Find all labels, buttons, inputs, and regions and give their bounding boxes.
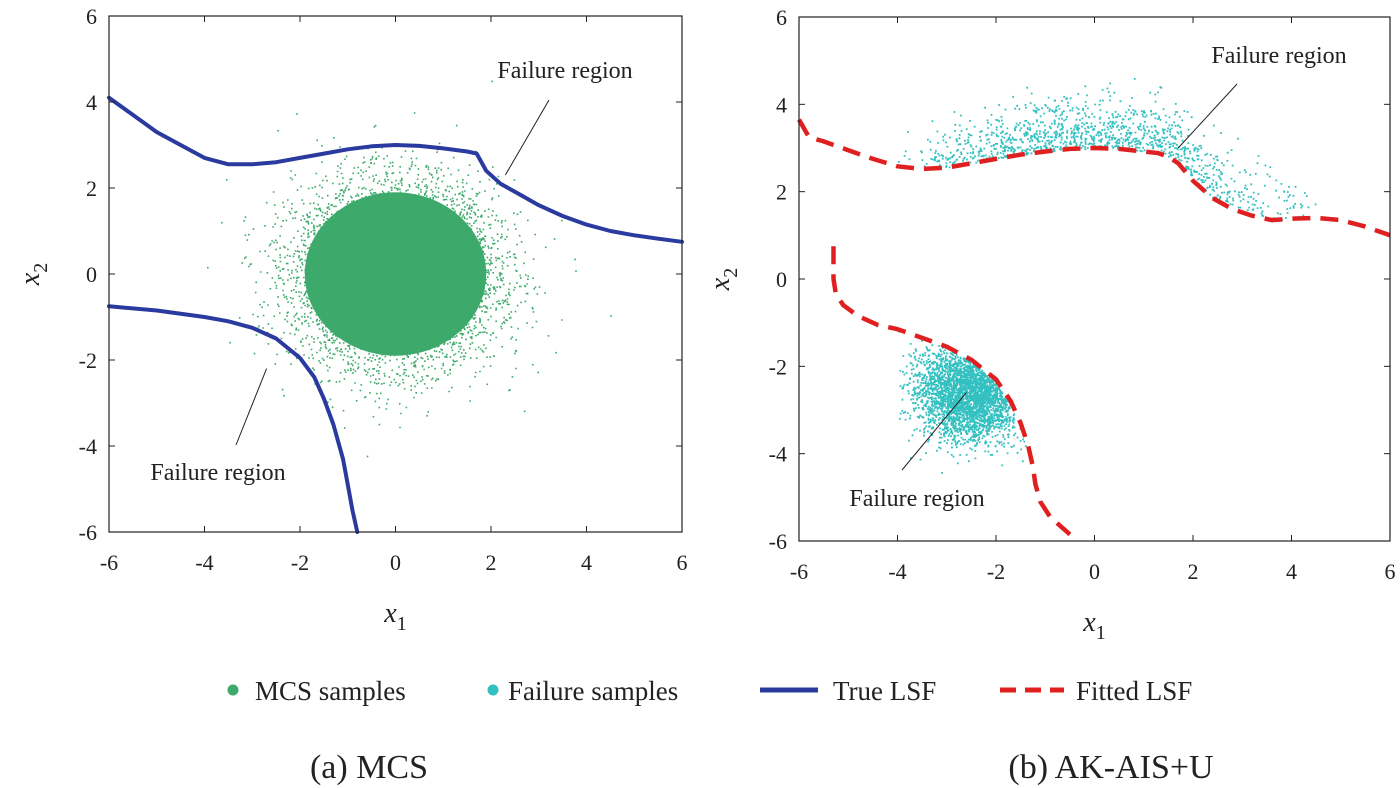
y-tick-label: 2: [86, 176, 97, 201]
y-tick-label: 0: [776, 267, 787, 292]
y-tick-label: -4: [79, 434, 97, 459]
panel-b-x-label: x1: [1082, 607, 1105, 644]
panel-b-ticks: -6 -4 -2 0 2 4 6 -6 -4 -2 0 2 4 6: [769, 5, 1396, 584]
x-tick-label: 2: [1188, 559, 1199, 584]
x-tick-label: 6: [677, 550, 688, 575]
x-tick-label: 0: [1089, 559, 1100, 584]
panel-a-y-label: x2: [15, 263, 52, 286]
y-tick-label: 6: [776, 5, 787, 30]
annotation-leader-line: [235, 368, 268, 446]
y-tick-label: 4: [776, 92, 787, 117]
x-tick-label: -4: [195, 550, 213, 575]
failure-sample-cloud: [897, 78, 1317, 474]
mcs-dense-core: [304, 192, 487, 356]
panel-a-annotations: Failure region Failure region: [150, 58, 632, 486]
true-lsf-curve-1: [107, 95, 684, 244]
panel-b-y-label: x2: [705, 268, 742, 291]
y-tick-label: -6: [79, 520, 97, 545]
x-tick-label: 0: [390, 550, 401, 575]
legend-true-lsf-label: True LSF: [833, 676, 936, 706]
x-tick-label: -2: [987, 559, 1005, 584]
annotation-leader-line: [504, 99, 550, 176]
legend: MCS samples Failure samples True LSF Fit…: [227, 676, 1192, 706]
fitted-lsf-curve-1: [797, 118, 1391, 238]
legend-mcs-label: MCS samples: [255, 676, 406, 706]
panel-b-axes-box: [798, 16, 1391, 542]
x-tick-label: -2: [291, 550, 309, 575]
x-tick-label: 2: [486, 550, 497, 575]
annotation-label: Failure region: [497, 58, 632, 84]
y-tick-label: -4: [769, 442, 787, 467]
x-tick-label: 6: [1385, 559, 1396, 584]
legend-failure-label: Failure samples: [508, 676, 678, 706]
mcs-sample-cloud: [207, 80, 612, 458]
panel-b-annotations: Failure region Failure region: [849, 43, 1346, 512]
y-tick-label: -2: [769, 354, 787, 379]
y-tick-label: -6: [769, 529, 787, 554]
panel-a-x-label: x1: [383, 598, 406, 635]
x-tick-label: 4: [1286, 559, 1297, 584]
annotation-label: Failure region: [1211, 43, 1346, 69]
fitted-lsf-curves: [797, 118, 1391, 537]
y-tick-label: 0: [86, 262, 97, 287]
y-tick-label: 4: [86, 90, 97, 115]
true-lsf-curves: [107, 95, 684, 534]
fitted-lsf-curve-2: [831, 246, 1072, 537]
annotation-leader-line: [901, 392, 967, 471]
annotation-leader-line: [1177, 83, 1238, 149]
x-tick-label: 4: [581, 550, 592, 575]
x-tick-label: -4: [888, 559, 906, 584]
x-tick-label: -6: [100, 550, 118, 575]
y-tick-label: -2: [79, 348, 97, 373]
y-tick-label: 2: [776, 180, 787, 205]
panel-a-ticks: -6 -4 -2 0 2 4 6 -6 -4 -2 0 2 4 6: [79, 4, 688, 575]
legend-mcs-marker: [227, 684, 239, 696]
legend-fitted-lsf-label: Fitted LSF: [1076, 676, 1192, 706]
x-tick-label: -6: [790, 559, 808, 584]
caption-b: (b) AK-AIS+U: [1008, 749, 1213, 786]
annotation-label: Failure region: [150, 460, 285, 486]
legend-failure-marker: [487, 684, 499, 696]
annotation-label: Failure region: [849, 486, 984, 512]
failure-sample-points: [897, 78, 1317, 474]
caption-a: (a) MCS: [310, 749, 428, 786]
y-tick-label: 6: [86, 4, 97, 29]
true-lsf-curve-2: [107, 304, 360, 534]
